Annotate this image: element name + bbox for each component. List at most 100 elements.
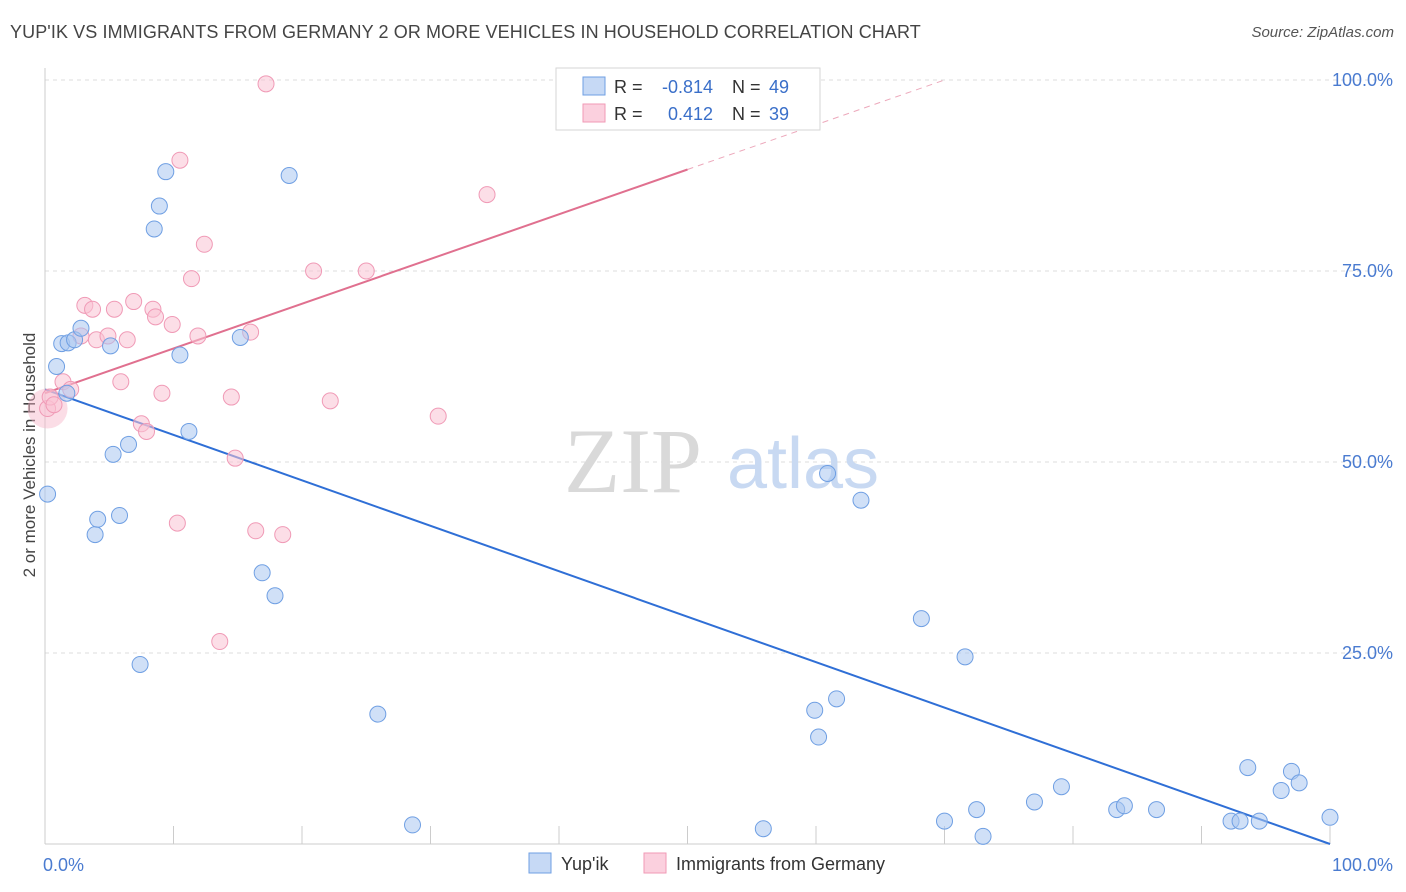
x-tick-label-0: 0.0% — [43, 855, 84, 875]
point-yupik-0 — [39, 485, 57, 503]
trendline-yupik — [44, 388, 1331, 845]
point-germany-2 — [45, 396, 63, 414]
point-yupik-44 — [1250, 812, 1268, 830]
point-germany-17 — [147, 308, 165, 326]
point-germany-15 — [138, 422, 156, 440]
point-germany-30 — [257, 75, 275, 93]
point-yupik-30 — [852, 491, 870, 509]
point-germany-31 — [274, 526, 292, 544]
point-germany-22 — [182, 270, 200, 288]
point-yupik-15 — [150, 197, 168, 215]
point-germany-25 — [211, 633, 229, 651]
point-germany-23 — [189, 327, 207, 345]
point-yupik-36 — [1025, 793, 1043, 811]
legend-label-germany: Immigrants from Germany — [676, 854, 885, 874]
x-tick-label-1: 100.0% — [1332, 855, 1393, 875]
y-tick-label-0: 25.0% — [1342, 643, 1393, 663]
gridlines — [45, 79, 1390, 654]
point-yupik-1 — [48, 358, 66, 375]
point-yupik-12 — [120, 435, 138, 453]
stats-swatch-germany — [582, 103, 606, 123]
stats-swatch-yupik — [582, 76, 606, 96]
bottom-legend: Yup'ik Immigrants from Germany — [528, 852, 885, 874]
point-germany-18 — [153, 384, 171, 402]
point-yupik-28 — [819, 464, 837, 482]
y-tick-label-2: 75.0% — [1342, 261, 1393, 281]
point-yupik-21 — [266, 587, 284, 605]
point-yupik-25 — [754, 820, 772, 838]
point-yupik-48 — [1321, 808, 1339, 826]
point-yupik-31 — [912, 610, 930, 628]
point-germany-19 — [163, 315, 181, 333]
axes — [44, 68, 1331, 845]
stats-n-value-2: 39 — [769, 104, 789, 124]
stats-r-value-1: -0.814 — [662, 77, 713, 97]
point-yupik-19 — [231, 328, 249, 346]
point-germany-12 — [118, 331, 136, 349]
stats-n-label-1: N = — [732, 77, 761, 97]
point-yupik-13 — [131, 655, 149, 673]
point-yupik-8 — [89, 510, 107, 528]
stats-legend-box: R = -0.814 N = 49 R = 0.412 N = 39 — [555, 67, 821, 131]
point-yupik-40 — [1148, 801, 1166, 819]
point-germany-29 — [247, 522, 265, 540]
point-yupik-9 — [102, 337, 120, 355]
point-yupik-11 — [111, 506, 129, 524]
tick-labels: 25.0% 50.0% 75.0% 100.0% 0.0% 100.0% — [43, 70, 1393, 875]
point-yupik-7 — [86, 526, 104, 544]
point-yupik-29 — [828, 690, 846, 708]
y-tick-label-1: 50.0% — [1342, 452, 1393, 472]
point-germany-27 — [226, 449, 244, 467]
point-yupik-3 — [58, 384, 76, 402]
point-germany-32 — [305, 262, 323, 280]
stats-r-label-1: R = — [614, 77, 643, 97]
point-germany-33 — [321, 392, 339, 410]
point-yupik-45 — [1272, 782, 1290, 800]
point-germany-26 — [222, 388, 240, 406]
legend-label-yupik: Yup'ik — [561, 854, 609, 874]
point-yupik-22 — [280, 167, 298, 184]
point-germany-11 — [112, 373, 130, 391]
point-yupik-10 — [104, 445, 122, 463]
stats-r-label-2: R = — [614, 104, 643, 124]
point-yupik-6 — [72, 319, 90, 337]
point-yupik-32 — [936, 812, 953, 830]
watermark-zip: ZIP — [564, 410, 702, 512]
point-germany-10 — [105, 300, 123, 318]
y-tick-label-3: 100.0% — [1332, 70, 1393, 90]
point-germany-21 — [171, 151, 189, 169]
point-yupik-47 — [1290, 774, 1308, 792]
point-yupik-33 — [956, 648, 974, 666]
point-yupik-37 — [1052, 778, 1070, 796]
point-yupik-26 — [806, 701, 824, 719]
point-yupik-35 — [974, 827, 992, 845]
point-germany-20 — [168, 514, 186, 532]
stats-n-value-1: 49 — [769, 77, 789, 97]
trendline-germany — [44, 168, 688, 395]
legend-swatch-yupik — [528, 852, 552, 874]
point-yupik-34 — [968, 801, 986, 819]
point-yupik-39 — [1115, 797, 1133, 815]
point-yupik-27 — [810, 728, 828, 746]
point-yupik-14 — [145, 220, 163, 238]
point-germany-35 — [429, 407, 447, 425]
watermark: ZIP atlas — [564, 410, 879, 512]
chart-source: Source: ZipAtlas.com — [1251, 24, 1394, 41]
point-yupik-16 — [157, 163, 175, 181]
watermark-atlas: atlas — [727, 424, 879, 504]
point-germany-7 — [84, 300, 102, 318]
point-germany-24 — [195, 235, 213, 253]
chart-title: YUP'IK VS IMMIGRANTS FROM GERMANY 2 OR M… — [10, 22, 921, 42]
point-germany-13 — [125, 293, 143, 311]
point-yupik-42 — [1231, 812, 1249, 830]
stats-r-value-2: 0.412 — [668, 104, 713, 124]
point-yupik-20 — [253, 564, 271, 582]
point-germany-34 — [357, 262, 375, 280]
point-yupik-17 — [171, 346, 189, 364]
point-yupik-18 — [180, 422, 198, 440]
point-yupik-43 — [1239, 759, 1257, 777]
point-yupik-23 — [369, 705, 387, 723]
stats-n-label-2: N = — [732, 104, 761, 124]
legend-swatch-germany — [643, 852, 667, 874]
